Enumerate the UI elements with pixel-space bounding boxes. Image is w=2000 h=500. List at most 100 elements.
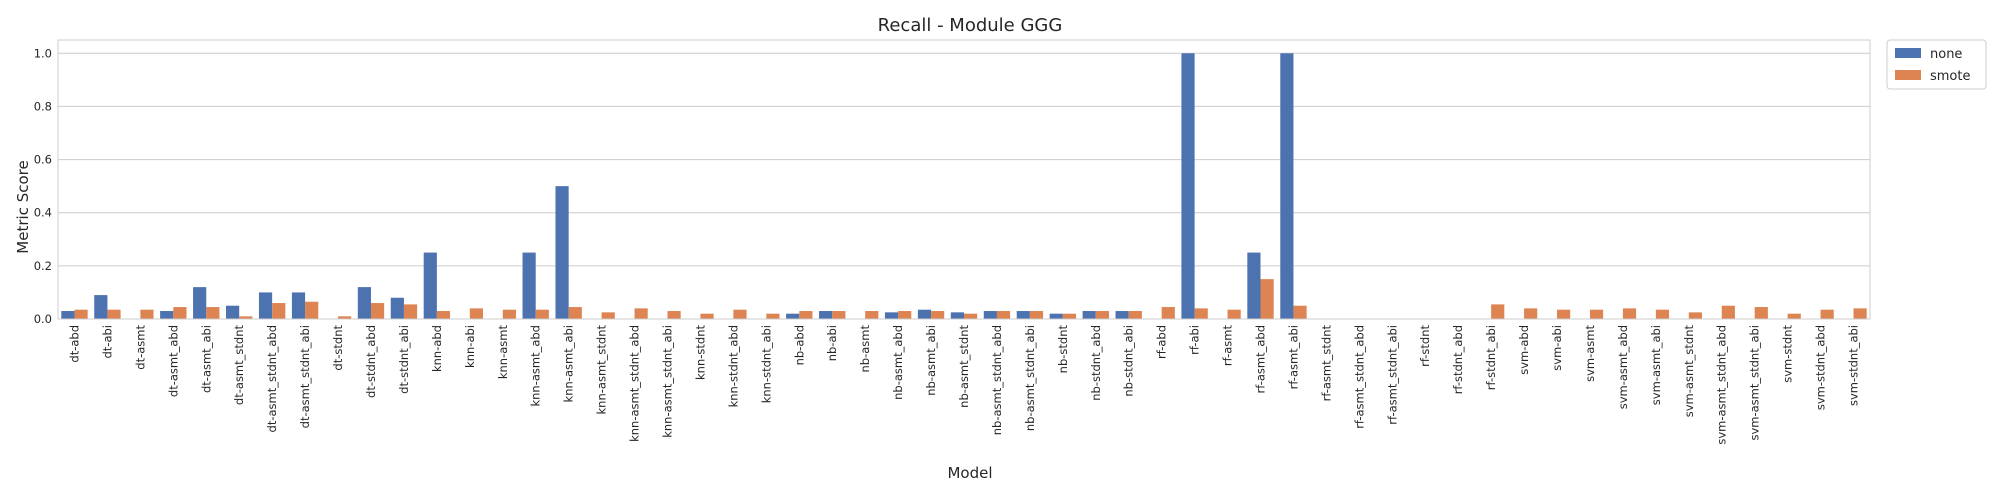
bar-none-nb-stdnt [1049, 313, 1063, 319]
bar-smote-svm-asmt_abi [1655, 309, 1670, 319]
x-tick-label: knn-stdnt [693, 325, 707, 380]
x-tick-label: nb-abi [825, 325, 839, 361]
legend[interactable]: none smote [1886, 39, 1987, 90]
bar-smote-nb-asmt_stdnt_abd [996, 311, 1011, 319]
bar-none-nb-abd [786, 313, 800, 319]
legend-label-smote: smote [1930, 69, 1971, 84]
x-tick-label: rf-stdnt_abi [1484, 325, 1498, 390]
bar-smote-knn-asmt_stdnt_abd [634, 308, 648, 319]
y-tick-label: 0.4 [34, 206, 52, 220]
bar-none-nb-asmt_stdnt_abd [983, 311, 997, 319]
x-tick-label: knn-asmt_abd [529, 325, 543, 407]
x-tick-label: dt-asmt [133, 325, 147, 370]
y-axis-label: Metric Score [14, 160, 32, 253]
y-tick-label: 0.0 [34, 312, 52, 326]
bar-smote-nb-stdnt [1062, 313, 1077, 319]
bar-smote-svm-asmt_stdnt [1688, 312, 1702, 319]
x-tick-label: rf-asmt_stdnt_abi [1385, 325, 1399, 425]
bar-smote-nb-stdnt_abi [1128, 311, 1142, 319]
x-tick-label: svm-stdnt_abi [1847, 325, 1861, 406]
x-tick-label: nb-asmt_abi [924, 325, 938, 396]
x-tick-label: dt-asmt_stdnt [232, 325, 246, 406]
bar-smote-rf-abi [1194, 308, 1208, 319]
bar-smote-svm-asmt_stdnt_abd [1721, 305, 1735, 319]
x-tick-label: svm-asmt_abd [1616, 325, 1630, 409]
x-tick-label: nb-asmt_abd [891, 325, 905, 400]
gridlines [58, 52, 1870, 320]
bar-smote-dt-asmt_abi [206, 307, 220, 319]
bar-smote-nb-asmt_abi [931, 311, 945, 319]
x-tick-label: svm-stdnt [1781, 325, 1795, 383]
bar-smote-svm-asmt_stdnt_abi [1754, 307, 1768, 319]
x-tick-label: svm-asmt_abi [1649, 325, 1663, 405]
x-tick-label: rf-asmt_abd [1254, 325, 1268, 393]
bar-smote-rf-asmt_abi [1293, 305, 1307, 319]
x-tick-label: rf-stdnt [1418, 325, 1432, 367]
bar-smote-rf-asmt_abd [1260, 279, 1274, 319]
plot-area [57, 39, 1871, 320]
bar-smote-rf-asmt [1227, 309, 1241, 319]
x-tick-label: rf-asmt [1221, 325, 1235, 367]
bar-smote-dt-stdnt_abd [370, 303, 385, 319]
bar-smote-nb-asmt_abd [898, 311, 912, 319]
bar-smote-dt-asmt_stdnt [239, 316, 253, 319]
bar-none-dt-stdnt_abd [357, 287, 371, 319]
bar-smote-svm-asmt_abd [1622, 308, 1637, 319]
x-tick-label: nb-asmt [858, 325, 872, 373]
bar-smote-rf-abd [1161, 307, 1175, 319]
bar-smote-knn-asmt_stdnt [601, 312, 615, 319]
x-tick-label: dt-stdnt_abd [364, 325, 378, 398]
x-tick-label: dt-asmt_abd [166, 325, 180, 397]
x-tick-label: knn-stdnt_abi [759, 325, 773, 403]
bar-smote-knn-asmt_abi [568, 307, 582, 319]
chart-title: Recall - Module GGG [878, 15, 1063, 36]
x-tick-label: nb-asmt_stdnt [957, 325, 971, 408]
bar-none-dt-abd [61, 311, 75, 319]
x-tick-label: dt-asmt_stdnt_abd [265, 325, 279, 432]
x-tick-label: knn-asmt_stdnt_abd [628, 325, 642, 442]
bar-smote-dt-asmt_stdnt_abi [305, 301, 319, 319]
bar-smote-knn-asmt_abd [535, 309, 549, 319]
bar-smote-dt-asmt_stdnt_abd [272, 303, 286, 319]
bar-smote-dt-abd [74, 309, 88, 319]
bar-smote-svm-abi [1557, 309, 1571, 319]
x-tick-label: dt-asmt_stdnt_abi [298, 325, 312, 428]
bar-smote-svm-abd [1524, 308, 1538, 319]
x-tick-label: rf-asmt_stdnt_abd [1352, 325, 1366, 429]
x-tick-label: rf-abd [1155, 325, 1169, 359]
bar-none-knn-abd [423, 252, 437, 319]
bar-smote-knn-asmt_stdnt_abi [667, 311, 681, 319]
x-tick-label: nb-stdnt_abd [1089, 325, 1103, 401]
bar-none-dt-abi [94, 295, 108, 319]
bar-none-nb-stdnt_abd [1082, 311, 1096, 319]
x-tick-label: rf-stdnt_abd [1451, 325, 1465, 394]
bar-none-nb-stdnt_abi [1115, 311, 1129, 319]
x-tick-label: svm-abi [1550, 325, 1564, 371]
bar-smote-knn-abd [436, 311, 451, 319]
bar-none-nb-asmt_stdnt [950, 312, 964, 319]
bar-none-rf-abi [1181, 53, 1195, 320]
bar-smote-dt-stdnt [338, 316, 352, 319]
bar-none-dt-asmt_stdnt_abi [291, 292, 306, 319]
bar-none-dt-asmt_stdnt_abd [258, 292, 273, 319]
x-tick-label: svm-asmt_stdnt_abi [1748, 325, 1762, 441]
bar-none-dt-asmt_abi [193, 287, 207, 319]
y-tick-label: 1.0 [34, 46, 52, 60]
x-tick-label: nb-abd [792, 325, 806, 365]
x-tick-label: knn-asmt [496, 325, 510, 380]
x-tick-label: svm-asmt [1583, 325, 1597, 382]
x-tick-label: knn-stdnt_abd [726, 325, 740, 407]
bars [61, 53, 1867, 320]
x-tick-label: svm-abd [1517, 325, 1531, 375]
bar-smote-knn-stdnt [700, 313, 714, 319]
x-tick-label: knn-asmt_stdnt [595, 325, 609, 415]
x-tick-label: svm-stdnt_abd [1814, 325, 1828, 410]
bar-none-knn-asmt_abd [522, 252, 536, 319]
bar-smote-nb-asmt_stdnt_abi [1029, 311, 1044, 319]
y-axis-ticks: 0.0 0.2 0.4 0.6 0.8 1.0 [34, 46, 52, 326]
x-tick-label: dt-abd [67, 325, 81, 363]
bar-none-dt-stdnt_abi [390, 297, 404, 319]
bar-none-rf-asmt_abd [1247, 252, 1261, 319]
x-tick-label: nb-stdnt [1056, 325, 1070, 374]
